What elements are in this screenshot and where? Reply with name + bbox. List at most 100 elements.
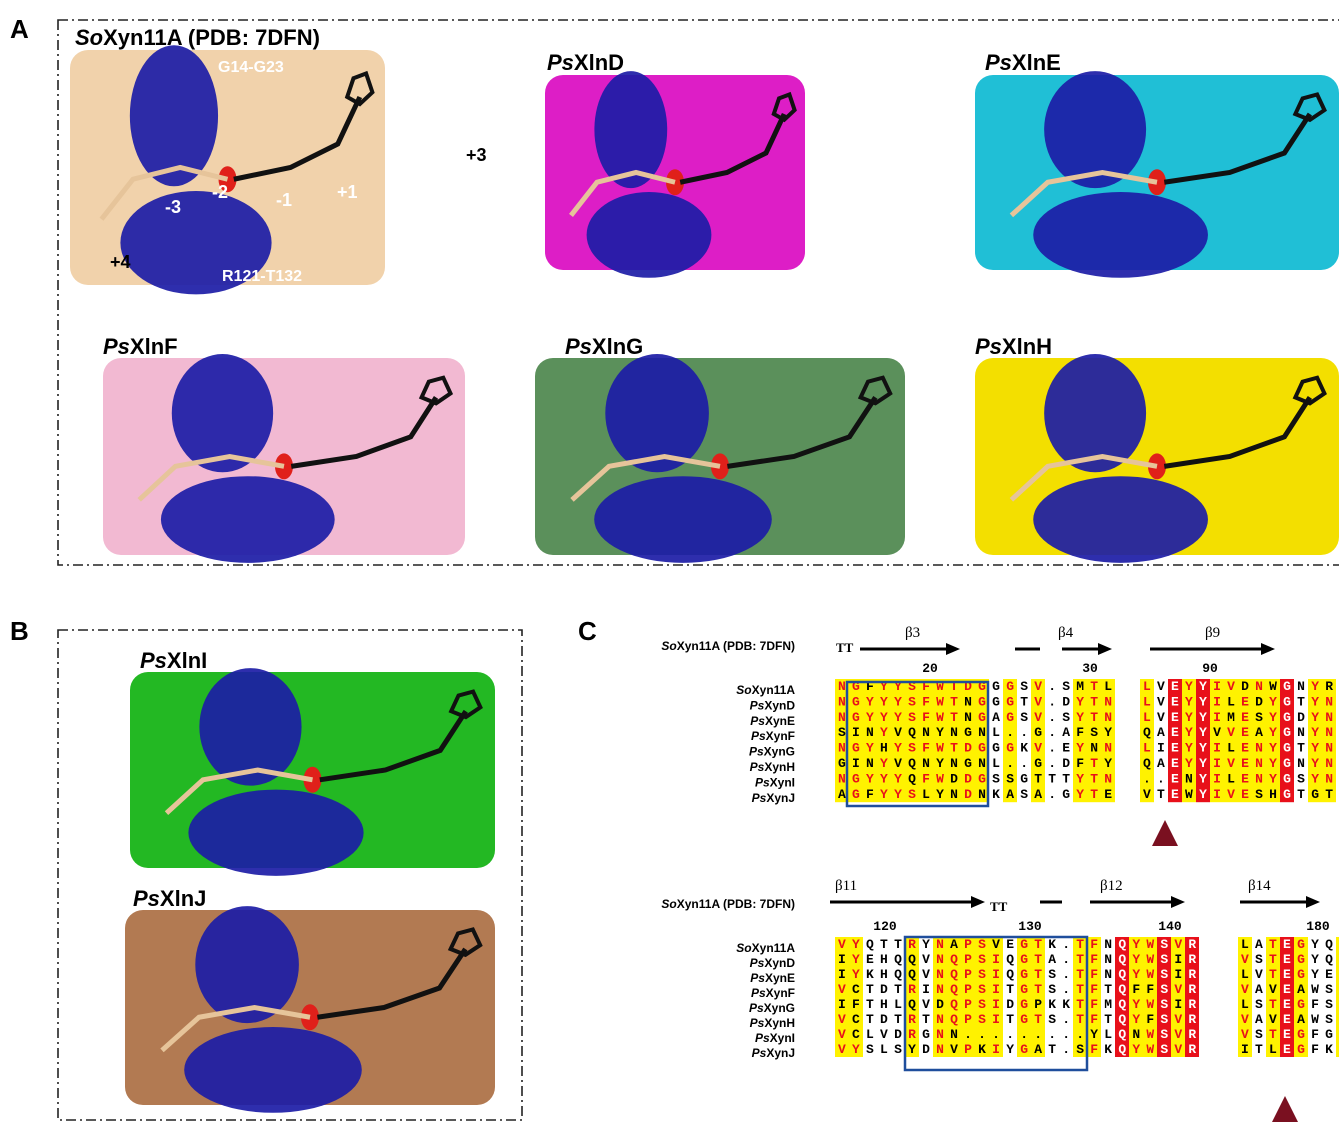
residue: D xyxy=(1062,756,1076,771)
residue-annotation: R121-T132 xyxy=(222,268,302,285)
residue: Y xyxy=(866,710,880,725)
sequence-row: VSTEGFGS xyxy=(1241,1027,1339,1042)
residue: I xyxy=(1213,771,1227,786)
residue: Q xyxy=(866,937,880,952)
residue: G xyxy=(978,741,992,756)
residue: I xyxy=(992,967,1006,982)
residue: V xyxy=(1174,1012,1188,1027)
residue: Q xyxy=(1118,1012,1132,1027)
residue: R xyxy=(1188,997,1202,1012)
residue: F xyxy=(1076,756,1090,771)
residue: W xyxy=(936,741,950,756)
residue: V xyxy=(838,937,852,952)
protein-name: PsXynG xyxy=(749,745,795,759)
residue: . xyxy=(1062,937,1076,952)
protein: XynD xyxy=(764,956,795,970)
residue: Y xyxy=(1199,710,1213,725)
residue: S xyxy=(978,1012,992,1027)
turn-label: TT xyxy=(990,899,1008,914)
residue: V xyxy=(1034,694,1048,709)
residue: G xyxy=(852,710,866,725)
protein-name: SoXyn11A (PDB: 7DFN) xyxy=(661,639,795,653)
residue: Y xyxy=(852,967,866,982)
species: So xyxy=(661,639,676,653)
residue: T xyxy=(1034,952,1048,967)
residue: . xyxy=(1020,756,1034,771)
residue: Y xyxy=(1185,710,1199,725)
residue: I xyxy=(992,1042,1006,1057)
residue: E xyxy=(1171,679,1185,694)
residue-number: 180 xyxy=(1306,919,1330,934)
residue: Y xyxy=(1269,710,1283,725)
residue: V xyxy=(1241,982,1255,997)
residue: N xyxy=(936,967,950,982)
protein: XlnD xyxy=(574,50,624,75)
residue: S xyxy=(978,982,992,997)
residue: S xyxy=(1062,710,1076,725)
protein: XynH xyxy=(764,1016,795,1030)
residue: T xyxy=(1104,1012,1118,1027)
residue: G xyxy=(1006,679,1020,694)
residue: L xyxy=(1143,710,1157,725)
residue: L xyxy=(1143,741,1157,756)
residue: V xyxy=(1213,725,1227,740)
residue: D xyxy=(964,741,978,756)
residue: F xyxy=(852,997,866,1012)
residue: A xyxy=(1062,725,1076,740)
residue: E xyxy=(1171,725,1185,740)
residue: M xyxy=(1227,710,1241,725)
residue: A xyxy=(1255,937,1269,952)
residue: T xyxy=(1269,937,1283,952)
residue: Y xyxy=(880,787,894,802)
residue: T xyxy=(1269,967,1283,982)
residue: G xyxy=(1020,997,1034,1012)
residue: R xyxy=(908,1012,922,1027)
residue: N xyxy=(1325,725,1339,740)
residue: E xyxy=(1325,967,1339,982)
sequence-row: LIEYYILENYGTYN xyxy=(1143,741,1339,756)
residue: T xyxy=(1034,1012,1048,1027)
residue: Q xyxy=(1325,937,1339,952)
sequence-row: IYEHQQVNQPSIQGTA.TFNQYWSIR xyxy=(838,952,1202,967)
protein-name: SoXyn11A (PDB: 7DFN) xyxy=(661,897,795,911)
residue: Y xyxy=(1311,952,1325,967)
residue: E xyxy=(1283,1012,1297,1027)
residue: W xyxy=(1146,937,1160,952)
residue: I xyxy=(992,952,1006,967)
residue: S xyxy=(1325,982,1339,997)
residue: N xyxy=(1104,741,1118,756)
residue: S xyxy=(1020,679,1034,694)
residue: L xyxy=(1269,1042,1283,1057)
residue: R xyxy=(1188,967,1202,982)
residue: G xyxy=(1283,694,1297,709)
residue: G xyxy=(1283,771,1297,786)
residue: G xyxy=(964,725,978,740)
residue: N xyxy=(1297,756,1311,771)
species: Ps xyxy=(755,775,770,789)
residue: E xyxy=(1171,741,1185,756)
residue: S xyxy=(992,771,1006,786)
residue: A xyxy=(1297,982,1311,997)
residue: V xyxy=(1227,756,1241,771)
residue: I xyxy=(992,1012,1006,1027)
residue: Q xyxy=(908,967,922,982)
residue: W xyxy=(1146,952,1160,967)
sequence-row: NGYYYQFWDDGSSGTTTYTN xyxy=(838,771,1118,786)
residue: S xyxy=(1160,1012,1174,1027)
residue: G xyxy=(1020,982,1034,997)
protein-name: PsXynJ xyxy=(752,1046,795,1060)
residue: T xyxy=(922,1012,936,1027)
residue: R xyxy=(908,982,922,997)
residue: N xyxy=(1104,710,1118,725)
loop-region xyxy=(1044,354,1146,472)
protein-name: PsXynD xyxy=(750,956,796,970)
strand-arrowhead xyxy=(946,643,960,655)
residue: W xyxy=(1311,1012,1325,1027)
residue: G xyxy=(1020,771,1034,786)
strand-label: β12 xyxy=(1100,878,1123,894)
residue: F xyxy=(922,741,936,756)
residue: Y xyxy=(1185,679,1199,694)
residue: T xyxy=(1034,937,1048,952)
residue: S xyxy=(1020,787,1034,802)
residue: Y xyxy=(852,937,866,952)
